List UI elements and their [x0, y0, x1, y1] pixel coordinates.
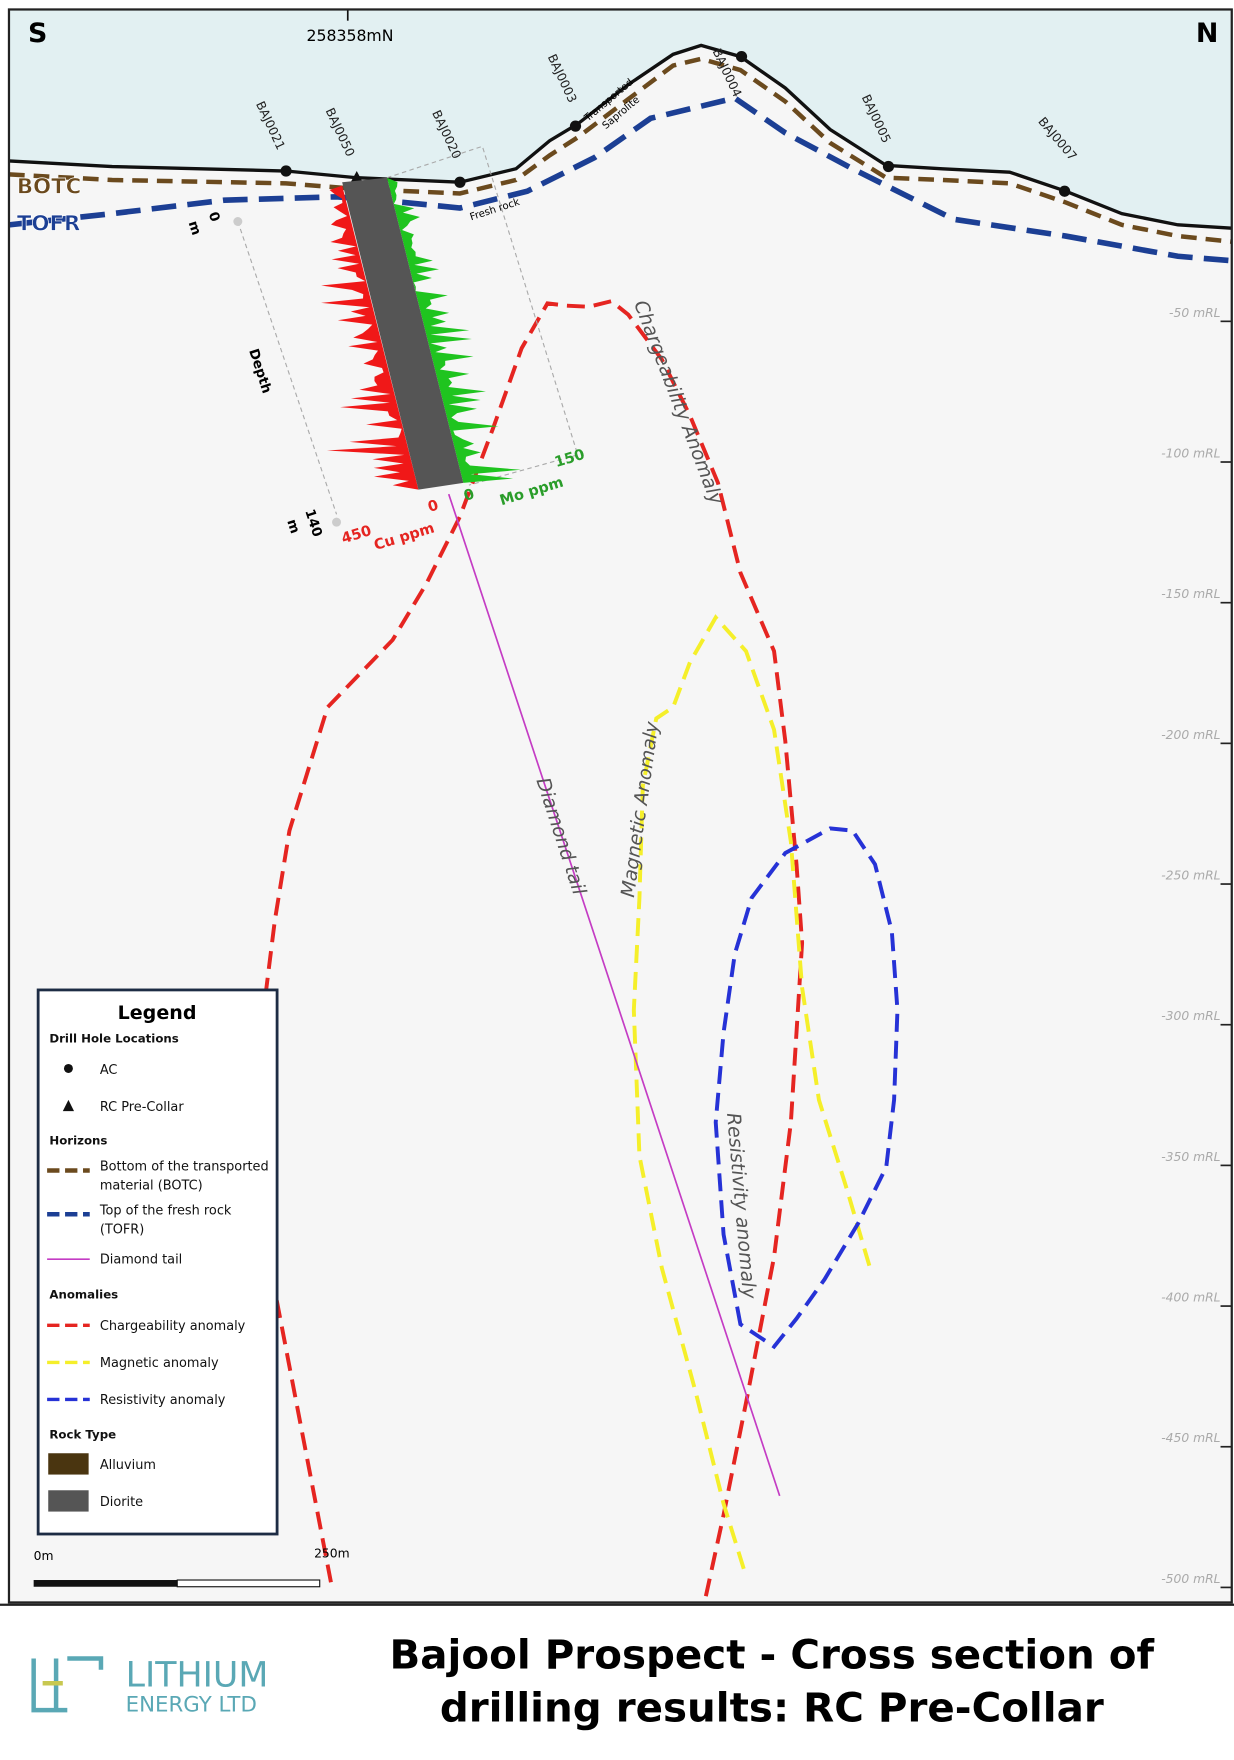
ac-hole — [280, 165, 291, 176]
botc-label: BOTC — [17, 174, 82, 199]
legend-symbol — [64, 1064, 73, 1073]
legend-symbol — [48, 1453, 88, 1474]
legend-heading: Anomalies — [49, 1287, 118, 1301]
title: Bajool Prospect - Cross section of — [389, 1632, 1154, 1679]
ac-hole — [883, 161, 894, 172]
legend-heading: Rock Type — [49, 1428, 116, 1442]
cross-section: S N 258358mN BOTC TOFR BAJ0021 BAJ0050 B… — [0, 0, 1234, 1760]
ac-hole — [454, 177, 465, 188]
elevation-label: -350 mRL — [1161, 1150, 1220, 1164]
compass-s: S — [28, 18, 47, 49]
legend-item: Top of the fresh rock — [99, 1203, 232, 1218]
ac-hole — [570, 121, 581, 132]
legend-symbol — [48, 1490, 88, 1511]
legend: Legend Drill Hole Locations AC RC Pre-Co… — [38, 990, 277, 1534]
legend-item: Alluvium — [100, 1458, 156, 1473]
logo-subtext: ENERGY LTD — [126, 1692, 257, 1717]
scale-bar — [34, 1580, 178, 1587]
tofr-label: TOFR — [17, 211, 81, 236]
legend-item: RC Pre-Collar — [100, 1100, 185, 1115]
elevation-label: -250 mRL — [1161, 869, 1220, 883]
legend-item: Chargeability anomaly — [100, 1319, 246, 1334]
legend-title: Legend — [118, 1002, 197, 1024]
legend-item: Magnetic anomaly — [100, 1356, 219, 1371]
title: drilling results: RC Pre-Collar — [440, 1684, 1104, 1731]
legend-item: material (BOTC) — [100, 1179, 203, 1194]
scale-bar — [177, 1580, 319, 1587]
compass-n: N — [1196, 18, 1219, 49]
elevation-label: -400 mRL — [1161, 1291, 1220, 1305]
ac-hole — [736, 51, 747, 62]
scale-start: 0m — [34, 1549, 54, 1563]
legend-heading: Horizons — [49, 1134, 107, 1148]
elevation-label: -450 mRL — [1161, 1431, 1220, 1445]
legend-item: Diamond tail — [100, 1253, 182, 1268]
elevation-label: -150 mRL — [1161, 587, 1220, 601]
legend-item: (TOFR) — [100, 1222, 144, 1237]
page: {"map": { "compass": {"south": "S", "nor… — [0, 0, 1234, 1760]
northing: 258358mN — [307, 26, 394, 45]
ac-hole — [1059, 186, 1070, 197]
elevation-label: -100 mRL — [1161, 447, 1220, 461]
legend-item: Diorite — [100, 1495, 143, 1510]
legend-item: Bottom of the transported — [100, 1160, 269, 1175]
elevation-label: -200 mRL — [1161, 728, 1220, 742]
logo-text: LITHIUM — [126, 1656, 269, 1696]
legend-item: AC — [100, 1063, 118, 1078]
elevation-label: -500 mRL — [1161, 1572, 1220, 1586]
legend-item: Resistivity anomaly — [100, 1393, 226, 1408]
elevation-label: -300 mRL — [1161, 1009, 1220, 1023]
axis-end — [332, 518, 341, 527]
elevation-label: -50 mRL — [1169, 306, 1221, 320]
legend-heading: Drill Hole Locations — [49, 1032, 178, 1046]
scale-end: 250m — [314, 1547, 350, 1561]
axis-end — [233, 217, 242, 226]
